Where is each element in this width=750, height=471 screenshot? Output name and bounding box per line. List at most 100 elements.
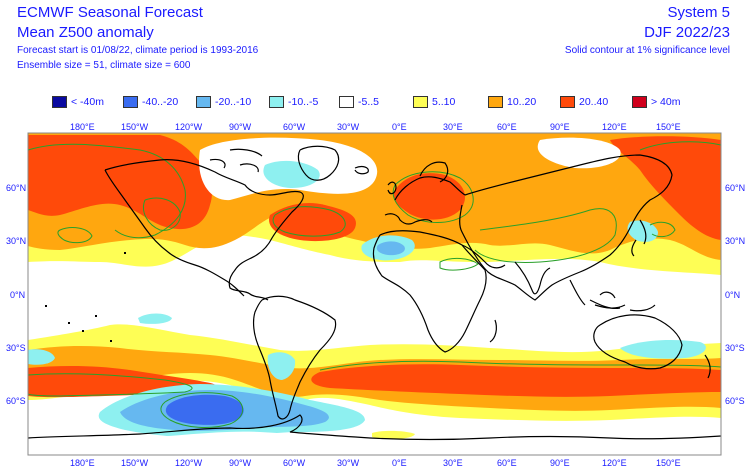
lon-label-bottom: 180°E bbox=[70, 458, 95, 468]
significance-contour bbox=[319, 360, 721, 371]
legend-label: 20..40 bbox=[579, 96, 609, 108]
anomaly-patch-south-west-edge bbox=[28, 349, 55, 365]
legend-item: 10..20 bbox=[488, 95, 560, 109]
color-legend: < -40m -40..-20 -20..-10 -10..-5 -5..5 5… bbox=[52, 95, 692, 109]
coastline-japan bbox=[631, 219, 647, 257]
anomaly-patch-south-america-west bbox=[267, 352, 296, 380]
anomaly-patch-south-indian bbox=[311, 364, 721, 397]
legend-swatch bbox=[413, 96, 428, 108]
legend-label: > 40m bbox=[651, 96, 681, 108]
significance-contour bbox=[272, 206, 346, 237]
coastline-arabia bbox=[461, 244, 506, 269]
significance-contour bbox=[639, 141, 721, 151]
coastline-australia bbox=[593, 314, 683, 370]
significance-contour bbox=[28, 373, 193, 397]
coastline-europe bbox=[384, 176, 466, 225]
legend-label: -5..5 bbox=[358, 96, 380, 108]
significance-contour bbox=[474, 208, 617, 263]
lon-label-bottom: 150°E bbox=[656, 458, 681, 468]
legend-swatch bbox=[339, 96, 354, 108]
lon-label-bottom: 0°E bbox=[392, 458, 407, 468]
island-dot bbox=[68, 322, 70, 324]
significance-contour bbox=[143, 197, 181, 231]
significance-contour bbox=[392, 171, 474, 223]
legend-label: -10..-5 bbox=[288, 96, 319, 108]
anomaly-patch-antarctic-yellow bbox=[372, 430, 415, 439]
legend-swatch bbox=[560, 96, 575, 108]
island-dot bbox=[124, 252, 126, 254]
lon-label-bottom: 30°E bbox=[443, 458, 463, 468]
legend-swatch bbox=[196, 96, 211, 108]
map-fields bbox=[28, 133, 721, 455]
lat-label-right: 60°S bbox=[725, 396, 745, 406]
lon-label-bottom: 60°W bbox=[283, 458, 306, 468]
legend-swatch bbox=[123, 96, 138, 108]
anomaly-patch-south-pacific-small bbox=[138, 313, 172, 324]
legend-swatch bbox=[52, 96, 67, 108]
lon-label-top: 150°E bbox=[656, 122, 681, 132]
coastline-asia bbox=[459, 154, 673, 301]
coastline-africa bbox=[372, 230, 487, 353]
coastline-new-zealand bbox=[704, 354, 711, 379]
legend-item: -20..-10 bbox=[196, 95, 269, 109]
coastline-north-america-west bbox=[104, 169, 245, 297]
coastline-uk bbox=[387, 181, 397, 195]
coastline-southeast-asia bbox=[569, 279, 621, 310]
lat-label-left: 0°N bbox=[10, 290, 26, 300]
island-dot bbox=[95, 315, 97, 317]
pacific-islands bbox=[45, 252, 126, 342]
lat-label-left: 30°N bbox=[6, 236, 27, 246]
coastline-south-america bbox=[252, 295, 337, 420]
legend-swatch bbox=[632, 96, 647, 108]
lon-label-top: 90°E bbox=[550, 122, 570, 132]
anomaly-patch-japan bbox=[627, 220, 658, 242]
legend-label: 10..20 bbox=[507, 96, 537, 108]
chart-subtitle: Mean Z500 anomaly bbox=[17, 24, 154, 41]
legend-item: < -40m bbox=[52, 95, 123, 109]
lon-label-bottom: 150°W bbox=[121, 458, 149, 468]
significance-note: Solid contour at 1% significance level bbox=[564, 45, 730, 56]
island-dot bbox=[82, 330, 84, 332]
forecast-info: Forecast start is 01/08/22, climate peri… bbox=[17, 45, 259, 56]
lon-label-top: 60°E bbox=[497, 122, 517, 132]
lat-label-right: 0°N bbox=[725, 290, 741, 300]
lat-label-left: 30°S bbox=[6, 343, 26, 353]
lat-label-right: 60°N bbox=[725, 183, 746, 193]
legend-label: -20..-10 bbox=[215, 96, 252, 108]
map-frame bbox=[27, 132, 722, 456]
legend-item: -40..-20 bbox=[123, 95, 196, 109]
significance-contour bbox=[160, 392, 244, 428]
island-dot bbox=[45, 305, 47, 307]
lat-label-right: 30°N bbox=[725, 236, 746, 246]
landmass-antarctica bbox=[28, 431, 721, 455]
island-dot bbox=[110, 340, 112, 342]
coastline-scandinavia bbox=[419, 161, 449, 183]
legend-swatch bbox=[269, 96, 284, 108]
season-label: DJF 2022/23 bbox=[644, 24, 730, 41]
lon-label-bottom: 90°W bbox=[229, 458, 252, 468]
coastline-antarctica bbox=[28, 414, 721, 441]
significance-contour bbox=[649, 221, 676, 238]
lon-label-top: 60°W bbox=[283, 122, 306, 132]
lon-label-top: 120°W bbox=[175, 122, 203, 132]
legend-item: -10..-5 bbox=[269, 95, 339, 109]
legend-label: < -40m bbox=[71, 96, 104, 108]
significance-contour bbox=[57, 227, 93, 244]
legend-swatch bbox=[488, 96, 503, 108]
lat-label-left: 60°N bbox=[6, 183, 27, 193]
ensemble-info: Ensemble size = 51, climate size = 600 bbox=[17, 60, 191, 71]
coastline-iceland bbox=[354, 166, 369, 175]
legend-item: -5..5 bbox=[339, 95, 413, 109]
coastline-madagascar bbox=[489, 319, 497, 343]
lon-label-top: 30°W bbox=[337, 122, 360, 132]
coastline-canadian-archipelago bbox=[209, 148, 263, 173]
legend-item: > 40m bbox=[632, 95, 692, 109]
lon-label-bottom: 60°E bbox=[497, 458, 517, 468]
lon-label-top: 150°W bbox=[121, 122, 149, 132]
significance-contour bbox=[28, 143, 186, 239]
legend-item: 20..40 bbox=[560, 95, 632, 109]
significance-contour bbox=[439, 257, 479, 271]
lon-label-bottom: 30°W bbox=[337, 458, 360, 468]
legend-label: -40..-20 bbox=[142, 96, 179, 108]
